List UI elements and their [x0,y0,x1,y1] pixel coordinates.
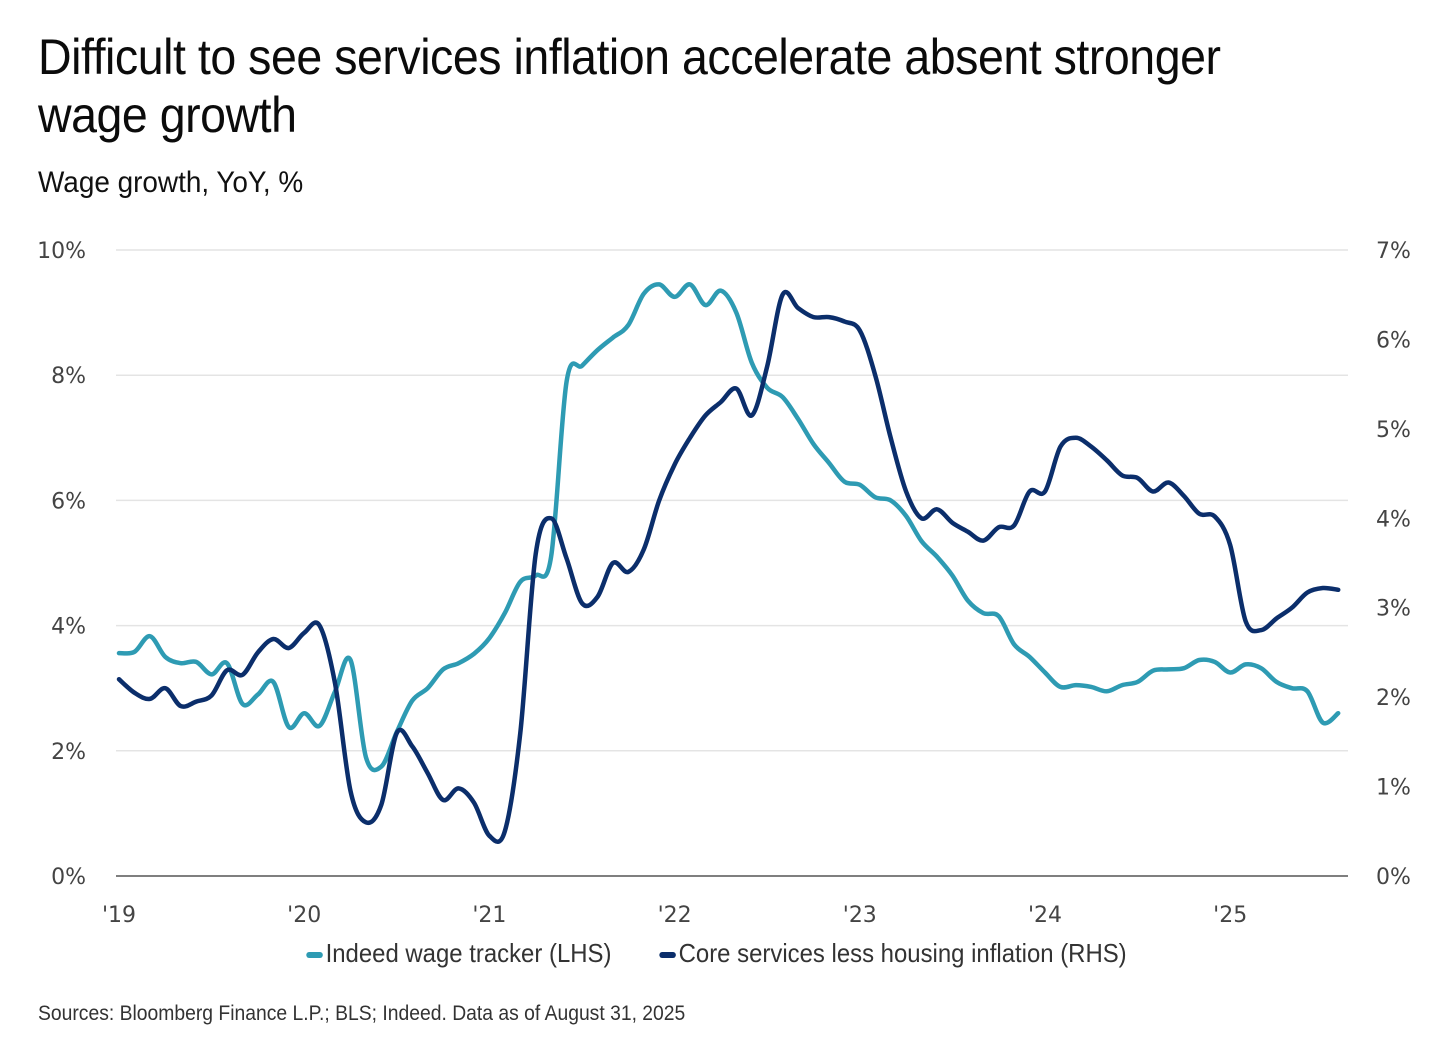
chart-subtitle: Wage growth, YoY, % [38,166,304,199]
right-tick-label: 7% [1376,239,1411,264]
left-tick-label: 10% [37,239,86,264]
legend-item-indeed: Indeed wage tracker (LHS) [305,938,611,969]
chart-title: Difficult to see services inflation acce… [38,29,1221,143]
source-note: Sources: Bloomberg Finance L.P.; BLS; In… [38,1002,686,1025]
legend-swatch-indeed [305,952,323,959]
legend: Indeed wage tracker (LHS) Core services … [0,938,1440,969]
right-tick-label: 2% [1376,686,1411,711]
legend-label-indeed: Indeed wage tracker (LHS) [325,938,611,968]
x-tick-label: '25 [1213,903,1247,928]
left-tick-label: 0% [51,865,86,890]
legend-swatch-core [659,952,677,959]
right-tick-label: 0% [1376,865,1411,890]
right-tick-label: 1% [1376,776,1411,801]
right-tick-label: 6% [1376,328,1411,353]
left-tick-label: 4% [51,615,86,640]
legend-item-core: Core services less housing inflation (RH… [659,938,1128,969]
legend-label-core: Core services less housing inflation (RH… [679,938,1128,968]
series-lines [116,282,1341,844]
x-tick-label: '20 [287,903,321,928]
x-tick-label: '23 [843,903,877,928]
x-axis-ticks: '19 '20 '21 '22 '23 '24 '25 [102,903,1247,928]
right-tick-label: 4% [1376,507,1411,532]
series-line-core [116,289,1341,844]
left-tick-label: 8% [51,364,86,389]
right-tick-label: 5% [1376,418,1411,443]
x-tick-label: '22 [658,903,692,928]
x-tick-label: '19 [102,903,136,928]
left-tick-label: 6% [51,489,86,514]
x-tick-label: '24 [1028,903,1062,928]
gridlines [116,249,1348,752]
x-tick-label: '21 [472,903,506,928]
left-tick-label: 2% [51,740,86,765]
right-tick-label: 3% [1376,597,1411,622]
left-axis-ticks: 0% 2% 4% 6% 8% 10% [37,239,86,890]
right-axis-ticks: 0% 1% 2% 3% 4% 5% 6% 7% [1376,239,1411,890]
series-line-indeed [116,282,1341,773]
